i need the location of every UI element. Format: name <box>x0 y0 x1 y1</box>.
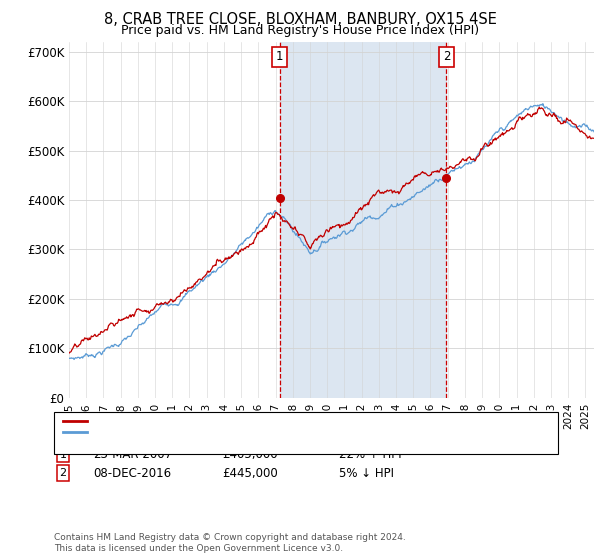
Text: 2: 2 <box>443 50 450 63</box>
Text: 23-MAR-2007: 23-MAR-2007 <box>93 448 172 461</box>
Text: 8, CRAB TREE CLOSE, BLOXHAM, BANBURY, OX15 4SE (detached house): 8, CRAB TREE CLOSE, BLOXHAM, BANBURY, OX… <box>93 416 487 426</box>
Text: 08-DEC-2016: 08-DEC-2016 <box>93 466 171 480</box>
Text: 22% ↑ HPI: 22% ↑ HPI <box>339 448 401 461</box>
Text: Price paid vs. HM Land Registry's House Price Index (HPI): Price paid vs. HM Land Registry's House … <box>121 24 479 36</box>
Text: 1: 1 <box>276 50 283 63</box>
Text: 8, CRAB TREE CLOSE, BLOXHAM, BANBURY, OX15 4SE: 8, CRAB TREE CLOSE, BLOXHAM, BANBURY, OX… <box>104 12 496 27</box>
Text: £405,000: £405,000 <box>222 448 278 461</box>
Text: HPI: Average price, detached house, Cherwell: HPI: Average price, detached house, Cher… <box>93 427 343 437</box>
Text: Contains HM Land Registry data © Crown copyright and database right 2024.
This d: Contains HM Land Registry data © Crown c… <box>54 533 406 553</box>
Text: 5% ↓ HPI: 5% ↓ HPI <box>339 466 394 480</box>
Text: 1: 1 <box>59 450 67 460</box>
Text: 2: 2 <box>59 468 67 478</box>
Text: £445,000: £445,000 <box>222 466 278 480</box>
Bar <box>280 42 446 398</box>
